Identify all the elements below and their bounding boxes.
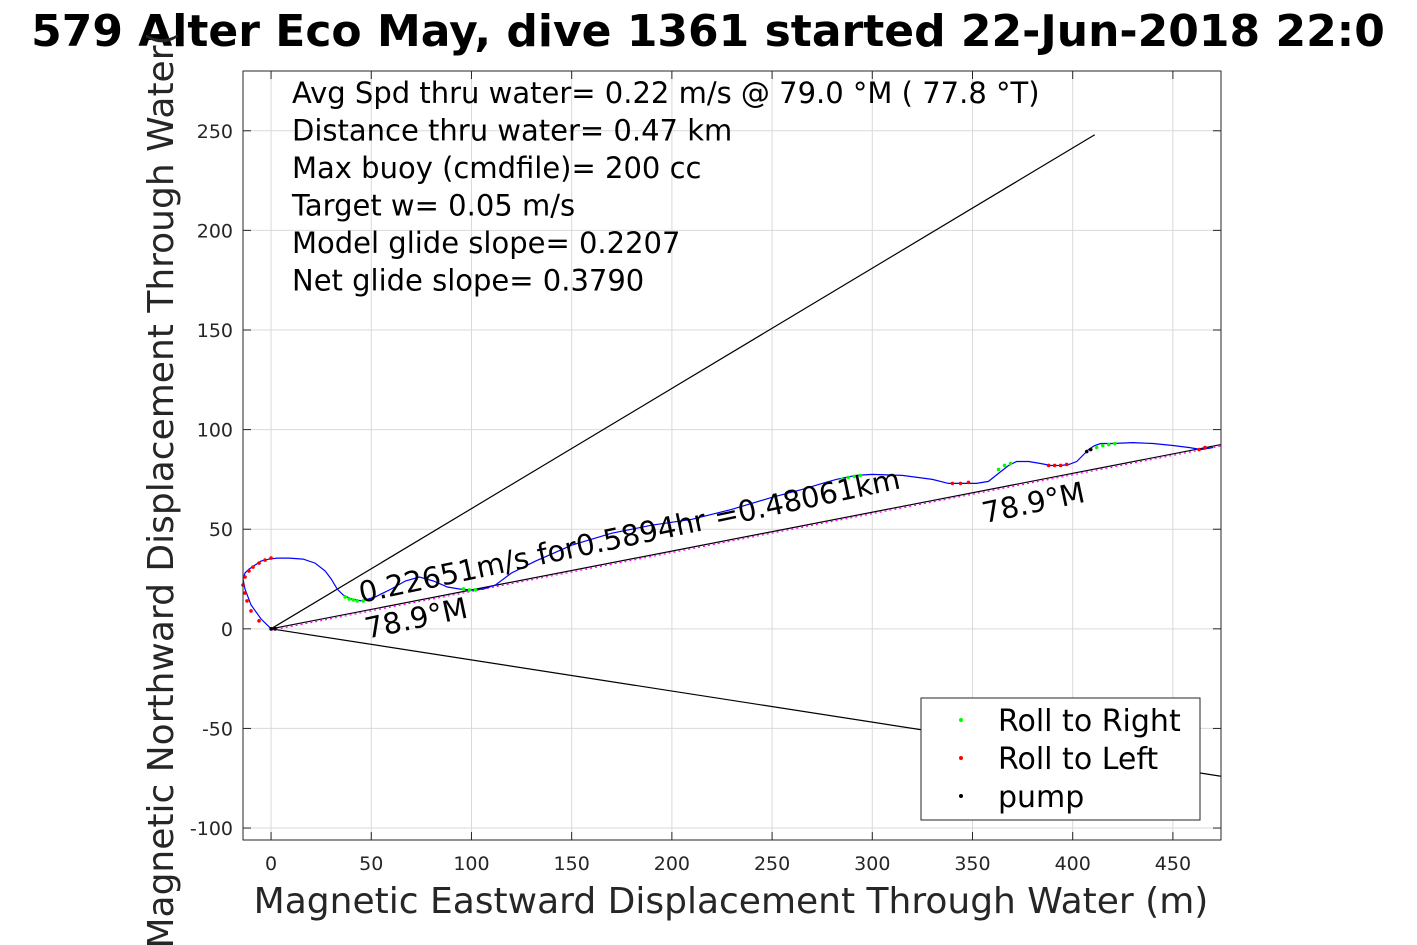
point-roll-to-right — [461, 587, 466, 591]
point-roll-to-right — [473, 587, 478, 592]
point-roll-to-right — [343, 595, 348, 599]
track-line — [243, 441, 1214, 630]
point-roll-to-right — [840, 477, 845, 482]
point-roll-to-right — [858, 473, 863, 478]
point-roll-to-left — [958, 481, 963, 486]
legend-marker — [959, 794, 963, 798]
cone-line — [270, 134, 1096, 630]
point-roll-to-left — [243, 575, 247, 579]
point-roll-to-left — [966, 480, 971, 485]
point-roll-to-left — [269, 556, 273, 560]
point-roll-to-right — [1094, 445, 1099, 450]
x-tick-label: 350 — [954, 853, 990, 875]
plot-frame — [242, 70, 1222, 841]
x-tick-label: 150 — [554, 853, 590, 875]
point-roll-to-right — [1008, 461, 1013, 466]
y-tick-label: 0 — [221, 619, 233, 641]
x-tick-label: 450 — [1155, 853, 1191, 875]
point-roll-to-right — [846, 475, 851, 480]
point-roll-to-left — [249, 609, 253, 613]
x-tick-label: 200 — [654, 853, 690, 875]
point-roll-to-right — [1002, 463, 1007, 468]
tick-labels: 0 50 100 150 200 250 300 350 400 450 -100 -50 0 50 100… — [190, 71, 1221, 875]
chart-title: 579 Alter Eco May, dive 1361 started 22-… — [31, 6, 1385, 57]
legend-label: pump — [998, 780, 1084, 815]
point-roll-to-right — [467, 588, 472, 592]
point-roll-to-left — [1197, 447, 1201, 452]
point-roll-to-right — [1106, 442, 1111, 447]
point-pump — [273, 627, 277, 631]
point-roll-to-right — [1100, 443, 1105, 448]
point-roll-to-left — [263, 558, 267, 562]
x-axis-label: Magnetic Eastward Displacement Through W… — [254, 881, 1209, 922]
y-tick-label: 250 — [197, 121, 233, 143]
point-roll-to-left — [1064, 462, 1069, 467]
x-tick-label: 400 — [1055, 853, 1091, 875]
x-tick-label: 0 — [265, 853, 277, 875]
point-roll-to-left — [243, 591, 247, 595]
y-tick-label: 150 — [197, 320, 233, 342]
point-roll-to-right — [351, 598, 356, 602]
point-roll-to-left — [950, 481, 955, 486]
info-line: Distance thru water= 0.47 km — [292, 114, 732, 148]
point-roll-to-left — [257, 561, 261, 565]
heading-line — [270, 443, 1221, 630]
point-pump — [1088, 447, 1093, 452]
info-text: Avg Spd thru water= 0.22 m/s @ 79.0 °M (… — [291, 76, 1040, 298]
info-line: Target w= 0.05 m/s — [291, 189, 575, 223]
annotations: 0.22651m/s for0.5894hr =0.48061km78.9°M7… — [356, 462, 1088, 646]
y-tick-label: 200 — [197, 220, 233, 242]
x-tick-label: 250 — [754, 853, 790, 875]
x-tick-label: 100 — [453, 853, 489, 875]
heading-dotted-line — [270, 445, 1221, 631]
point-roll-to-right — [1112, 441, 1117, 446]
y-axis-label: Magnetic Northward Displacement Through … — [141, 31, 182, 945]
y-tick-label: 50 — [209, 519, 233, 541]
marker-layer — [241, 441, 1207, 631]
y-tick-label: -100 — [190, 818, 233, 840]
point-roll-to-left — [1052, 463, 1057, 468]
info-line: Net glide slope= 0.3790 — [292, 264, 644, 298]
point-roll-to-left — [245, 599, 249, 603]
point-roll-to-left — [1046, 463, 1051, 468]
point-roll-to-left — [1058, 463, 1063, 468]
legend-label: Roll to Right — [998, 704, 1181, 739]
grid — [243, 71, 1221, 840]
info-line: Max buoy (cmdfile)= 200 cc — [292, 151, 701, 185]
legend-marker — [959, 718, 963, 722]
point-roll-to-right — [852, 474, 857, 479]
point-pump — [269, 627, 273, 631]
annotation-label: 78.9°M — [979, 475, 1088, 530]
point-roll-to-left — [247, 569, 251, 573]
y-tick-label: -50 — [202, 718, 233, 740]
point-roll-to-left — [251, 565, 255, 569]
y-tick-label: 100 — [197, 420, 233, 442]
point-roll-to-left — [1203, 445, 1207, 450]
info-line: Avg Spd thru water= 0.22 m/s @ 79.0 °M (… — [292, 76, 1040, 110]
point-roll-to-right — [361, 599, 366, 603]
point-roll-to-right — [355, 599, 360, 603]
point-roll-to-right — [996, 467, 1001, 472]
x-tick-label: 300 — [854, 853, 890, 875]
point-roll-to-left — [257, 619, 261, 623]
x-tick-label: 50 — [359, 853, 383, 875]
annotation-label: 0.22651m/s for0.5894hr =0.48061km — [356, 462, 903, 610]
point-roll-to-right — [347, 597, 352, 601]
legend-marker — [959, 756, 963, 760]
legend-box — [920, 697, 1201, 821]
info-line: Model glide slope= 0.2207 — [292, 226, 680, 260]
track-layer — [243, 441, 1214, 630]
legend-label: Roll to Left — [998, 742, 1158, 777]
point-pump — [1084, 449, 1089, 454]
